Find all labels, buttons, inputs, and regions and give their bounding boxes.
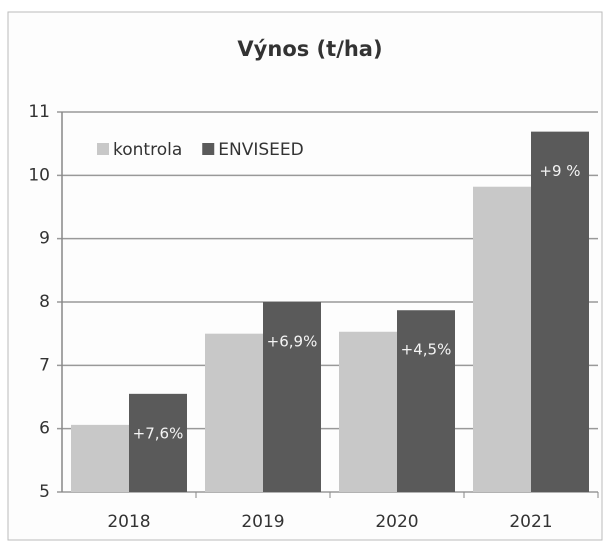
bar — [71, 424, 129, 492]
y-tick-label: 9 — [39, 229, 50, 249]
bar — [473, 186, 531, 492]
x-tick-label: 2020 — [375, 512, 418, 532]
bar — [263, 302, 321, 492]
bar — [129, 393, 187, 492]
legend-swatch — [97, 143, 109, 155]
legend-label: ENVISEED — [218, 140, 303, 160]
annotation: +4,5% — [401, 341, 452, 359]
annotation: +6,9% — [267, 333, 318, 351]
bar — [339, 331, 397, 492]
y-tick-label: 10 — [28, 165, 50, 185]
x-tick-label: 2021 — [509, 512, 552, 532]
annotation: +9 % — [539, 162, 580, 180]
annotation: +7,6% — [133, 424, 184, 442]
chart-title: Výnos (t/ha) — [237, 37, 382, 61]
x-tick-label: 2019 — [241, 512, 284, 532]
x-tick-label: 2018 — [107, 512, 150, 532]
bar — [397, 310, 455, 492]
bar — [205, 333, 263, 492]
y-tick-label: 11 — [28, 102, 50, 122]
legend-swatch — [202, 143, 215, 155]
y-tick-label: 8 — [39, 292, 50, 312]
y-tick-label: 5 — [39, 482, 50, 502]
y-tick-label: 6 — [39, 419, 50, 439]
legend-label: kontrola — [113, 140, 182, 160]
y-tick-label: 7 — [39, 355, 50, 375]
bar — [531, 131, 589, 492]
